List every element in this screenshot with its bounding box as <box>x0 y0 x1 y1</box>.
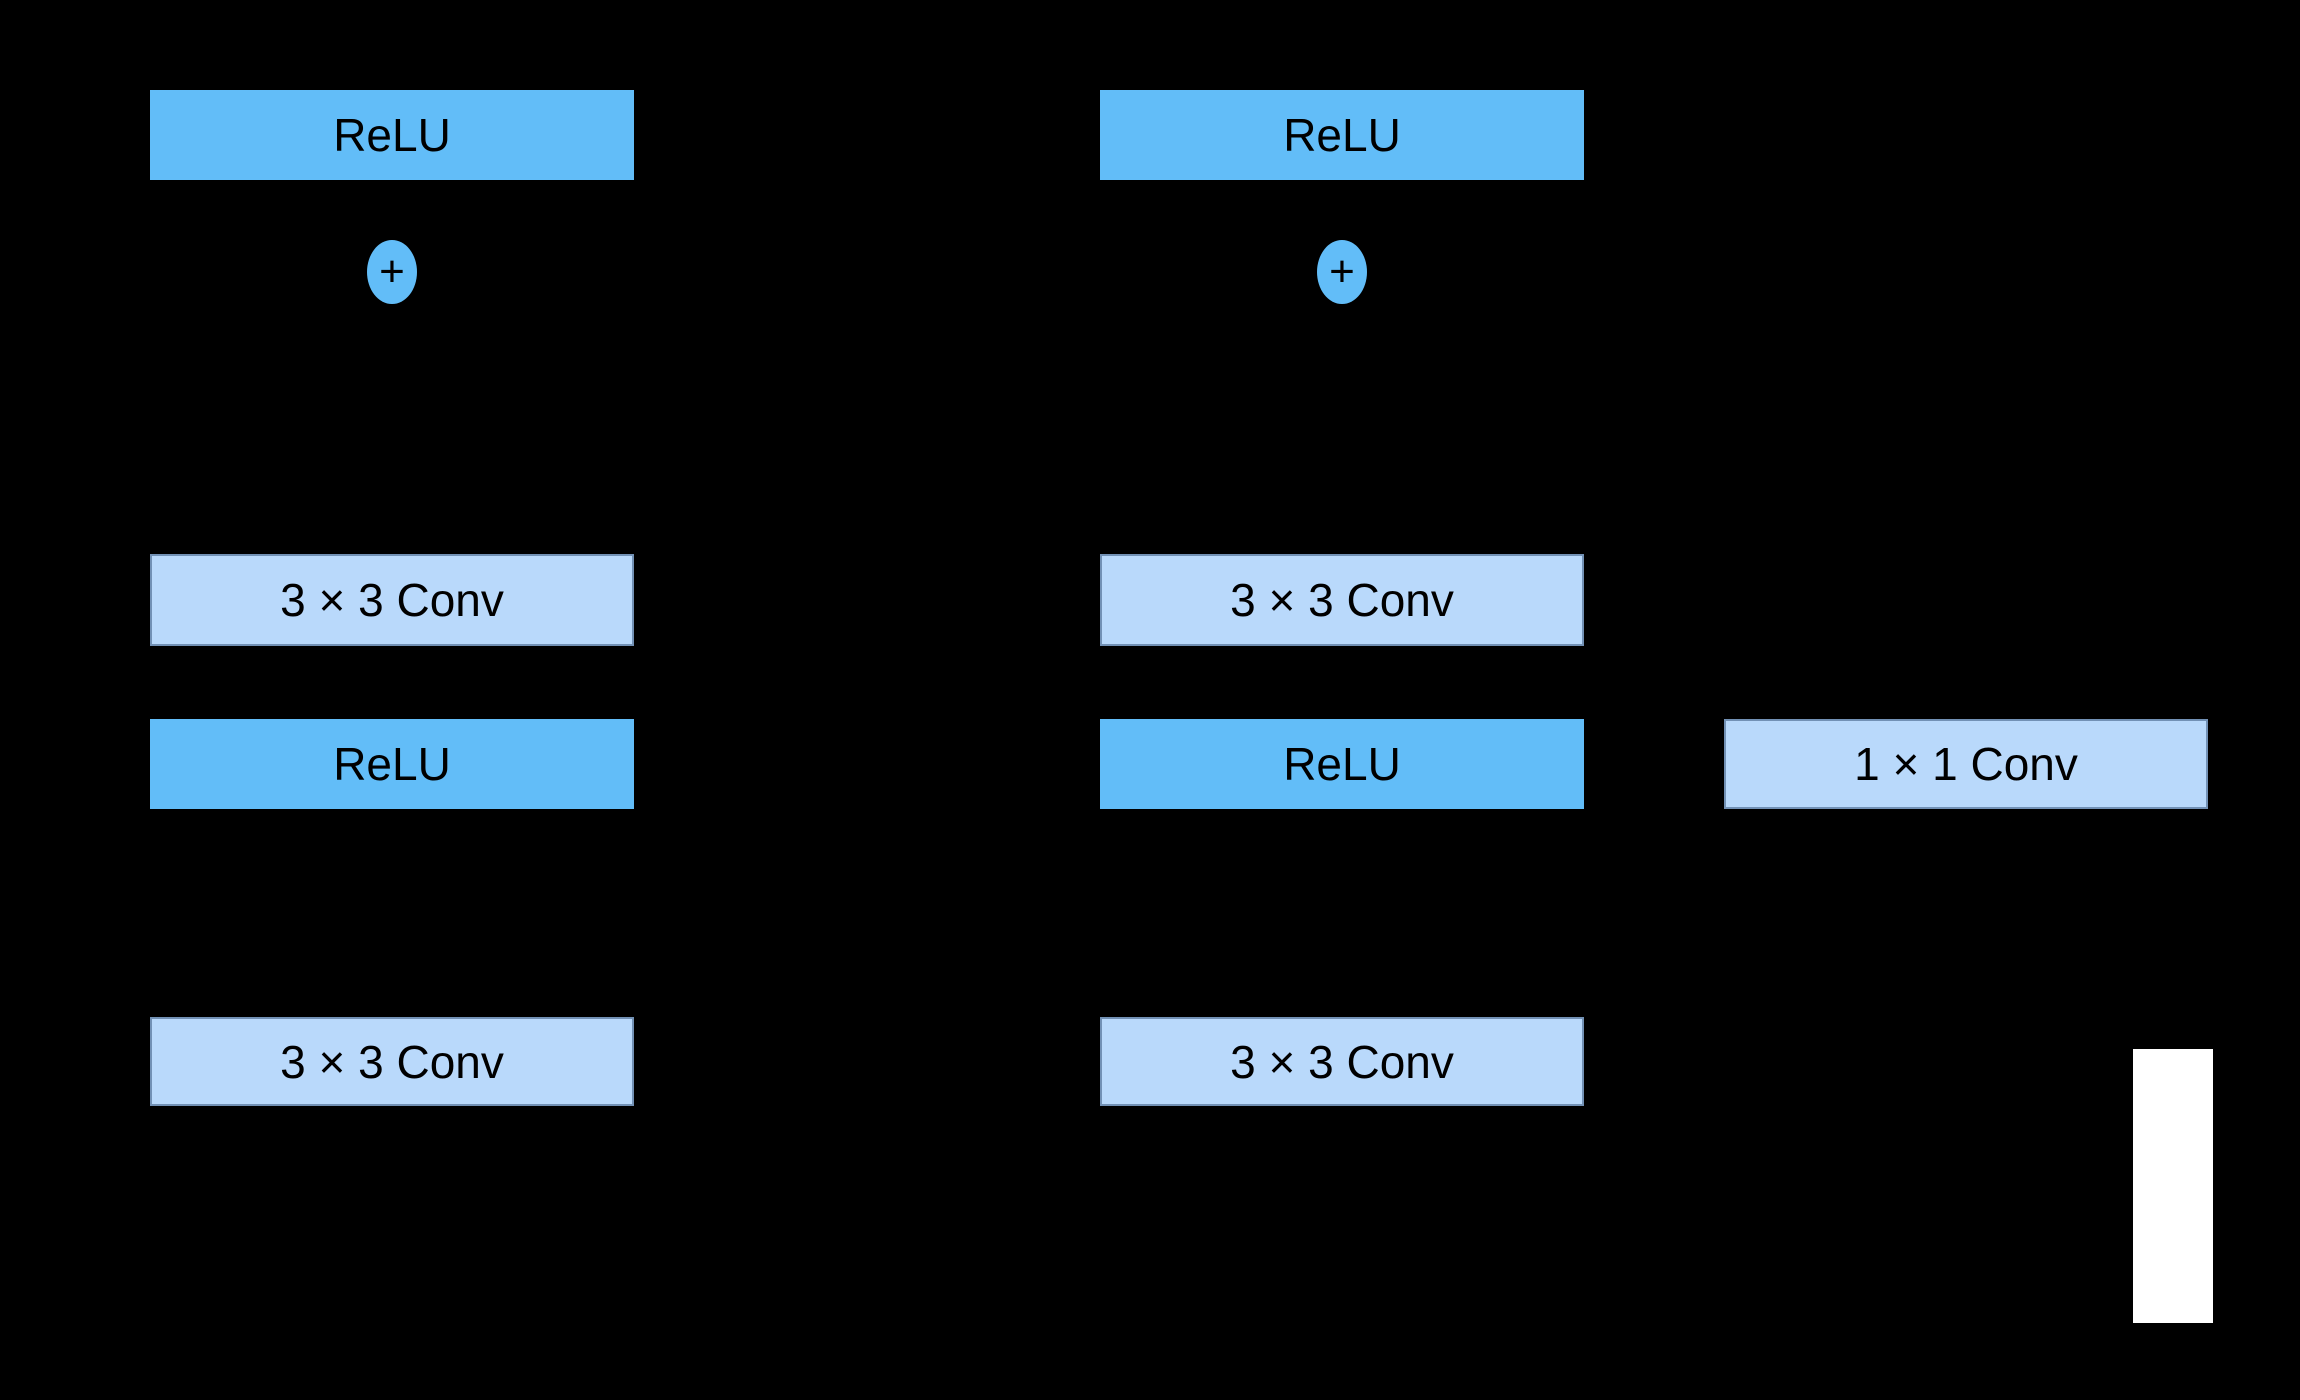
white-rectangle-swatch <box>2133 1049 2213 1323</box>
relu-block-mid-middle: ReLU <box>1100 719 1584 809</box>
relu-block-mid-left: ReLU <box>150 719 634 809</box>
conv3x3-block-upper-middle: 3 × 3 Conv <box>1100 554 1584 646</box>
add-node-middle: + <box>1317 240 1367 304</box>
relu-block-top-left: ReLU <box>150 90 634 180</box>
conv3x3-block-lower-left: 3 × 3 Conv <box>150 1017 634 1106</box>
conv3x3-block-lower-middle: 3 × 3 Conv <box>1100 1017 1584 1106</box>
relu-block-top-middle: ReLU <box>1100 90 1584 180</box>
conv3x3-block-upper-left: 3 × 3 Conv <box>150 554 634 646</box>
conv1x1-block-right: 1 × 1 Conv <box>1724 719 2208 809</box>
add-node-left: + <box>367 240 417 304</box>
